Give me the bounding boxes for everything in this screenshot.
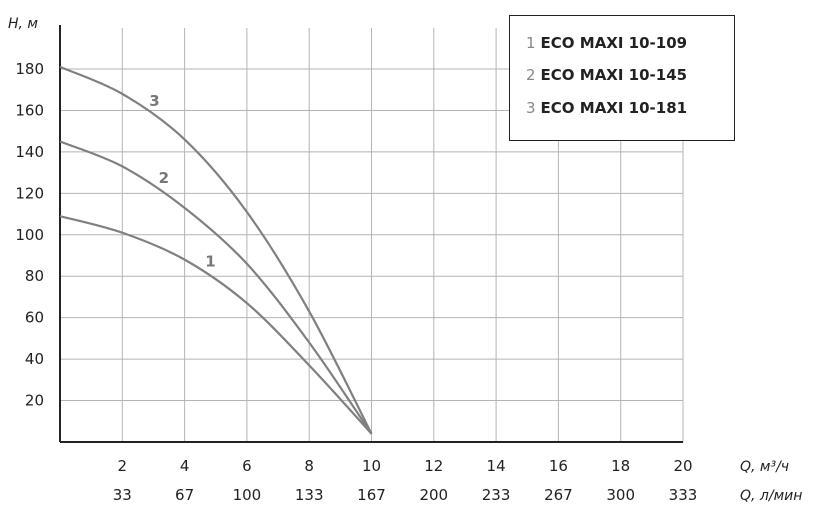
performance-curve-1 <box>59 215 373 435</box>
x2-tick-label: 267 <box>544 486 573 504</box>
x2-tick-label: 200 <box>419 486 448 504</box>
x2-tick-label: 300 <box>606 486 635 504</box>
y-tick-label: 80 <box>25 267 44 285</box>
x2-tick-label: 100 <box>233 486 262 504</box>
x2-tick-label: 133 <box>295 486 324 504</box>
legend-item-number: 3 <box>526 99 536 117</box>
y-tick-label: 100 <box>15 226 44 244</box>
y-tick-label: 120 <box>15 184 44 202</box>
x-tick-label: 2 <box>118 457 128 475</box>
legend-item-3: 3 ECO MAXI 10-181 <box>526 99 687 117</box>
legend-item-1: 1 ECO MAXI 10-109 <box>526 34 687 52</box>
x-tick-label: 16 <box>549 457 568 475</box>
x-axis-title: Q, м³/ч <box>740 459 789 475</box>
legend-item-2: 2 ECO MAXI 10-145 <box>526 66 687 84</box>
x-tick-label: 14 <box>487 457 506 475</box>
y-tick-label: 20 <box>25 392 44 410</box>
legend: 1 ECO MAXI 10-109 2 ECO MAXI 10-145 3 ECO M… <box>509 15 735 141</box>
y-axis-title: H, м <box>8 16 38 32</box>
x2-tick-label: 33 <box>113 486 132 504</box>
x-tick-label: 4 <box>180 457 190 475</box>
legend-item-number: 1 <box>526 34 536 52</box>
x2-tick-label: 333 <box>669 486 698 504</box>
x-tick-label: 20 <box>673 457 692 475</box>
labels: 1 2 3 <box>149 92 216 271</box>
curve-label-3: 3 <box>149 92 159 110</box>
x2-tick-label: 67 <box>175 486 194 504</box>
y-tick-label: 160 <box>15 101 44 119</box>
x2-axis-title: Q, л/мин <box>740 488 802 504</box>
curve-label-1: 1 <box>205 253 215 271</box>
performance-curve-3 <box>59 65 373 435</box>
axes: 2334676100813310167122001423316267183002… <box>8 16 802 504</box>
y-tick-label: 180 <box>15 60 44 78</box>
y-tick-label: 140 <box>15 143 44 161</box>
x-tick-label: 6 <box>242 457 252 475</box>
x2-tick-label: 233 <box>482 486 511 504</box>
curves <box>59 65 373 435</box>
grid <box>60 28 684 442</box>
x-tick-label: 8 <box>304 457 314 475</box>
x-tick-label: 10 <box>362 457 381 475</box>
x-tick-label: 18 <box>611 457 630 475</box>
y-tick-label: 40 <box>25 350 44 368</box>
legend-item-name: ECO MAXI 10-109 <box>540 34 688 52</box>
x-tick-label: 12 <box>424 457 443 475</box>
x2-tick-label: 167 <box>357 486 386 504</box>
legend-item-name: ECO MAXI 10-181 <box>540 99 688 117</box>
performance-curve-2 <box>59 140 373 435</box>
curve-label-2: 2 <box>159 169 169 187</box>
y-tick-label: 60 <box>25 309 44 327</box>
legend-item-name: ECO MAXI 10-145 <box>540 66 688 84</box>
legend-item-number: 2 <box>526 66 536 84</box>
